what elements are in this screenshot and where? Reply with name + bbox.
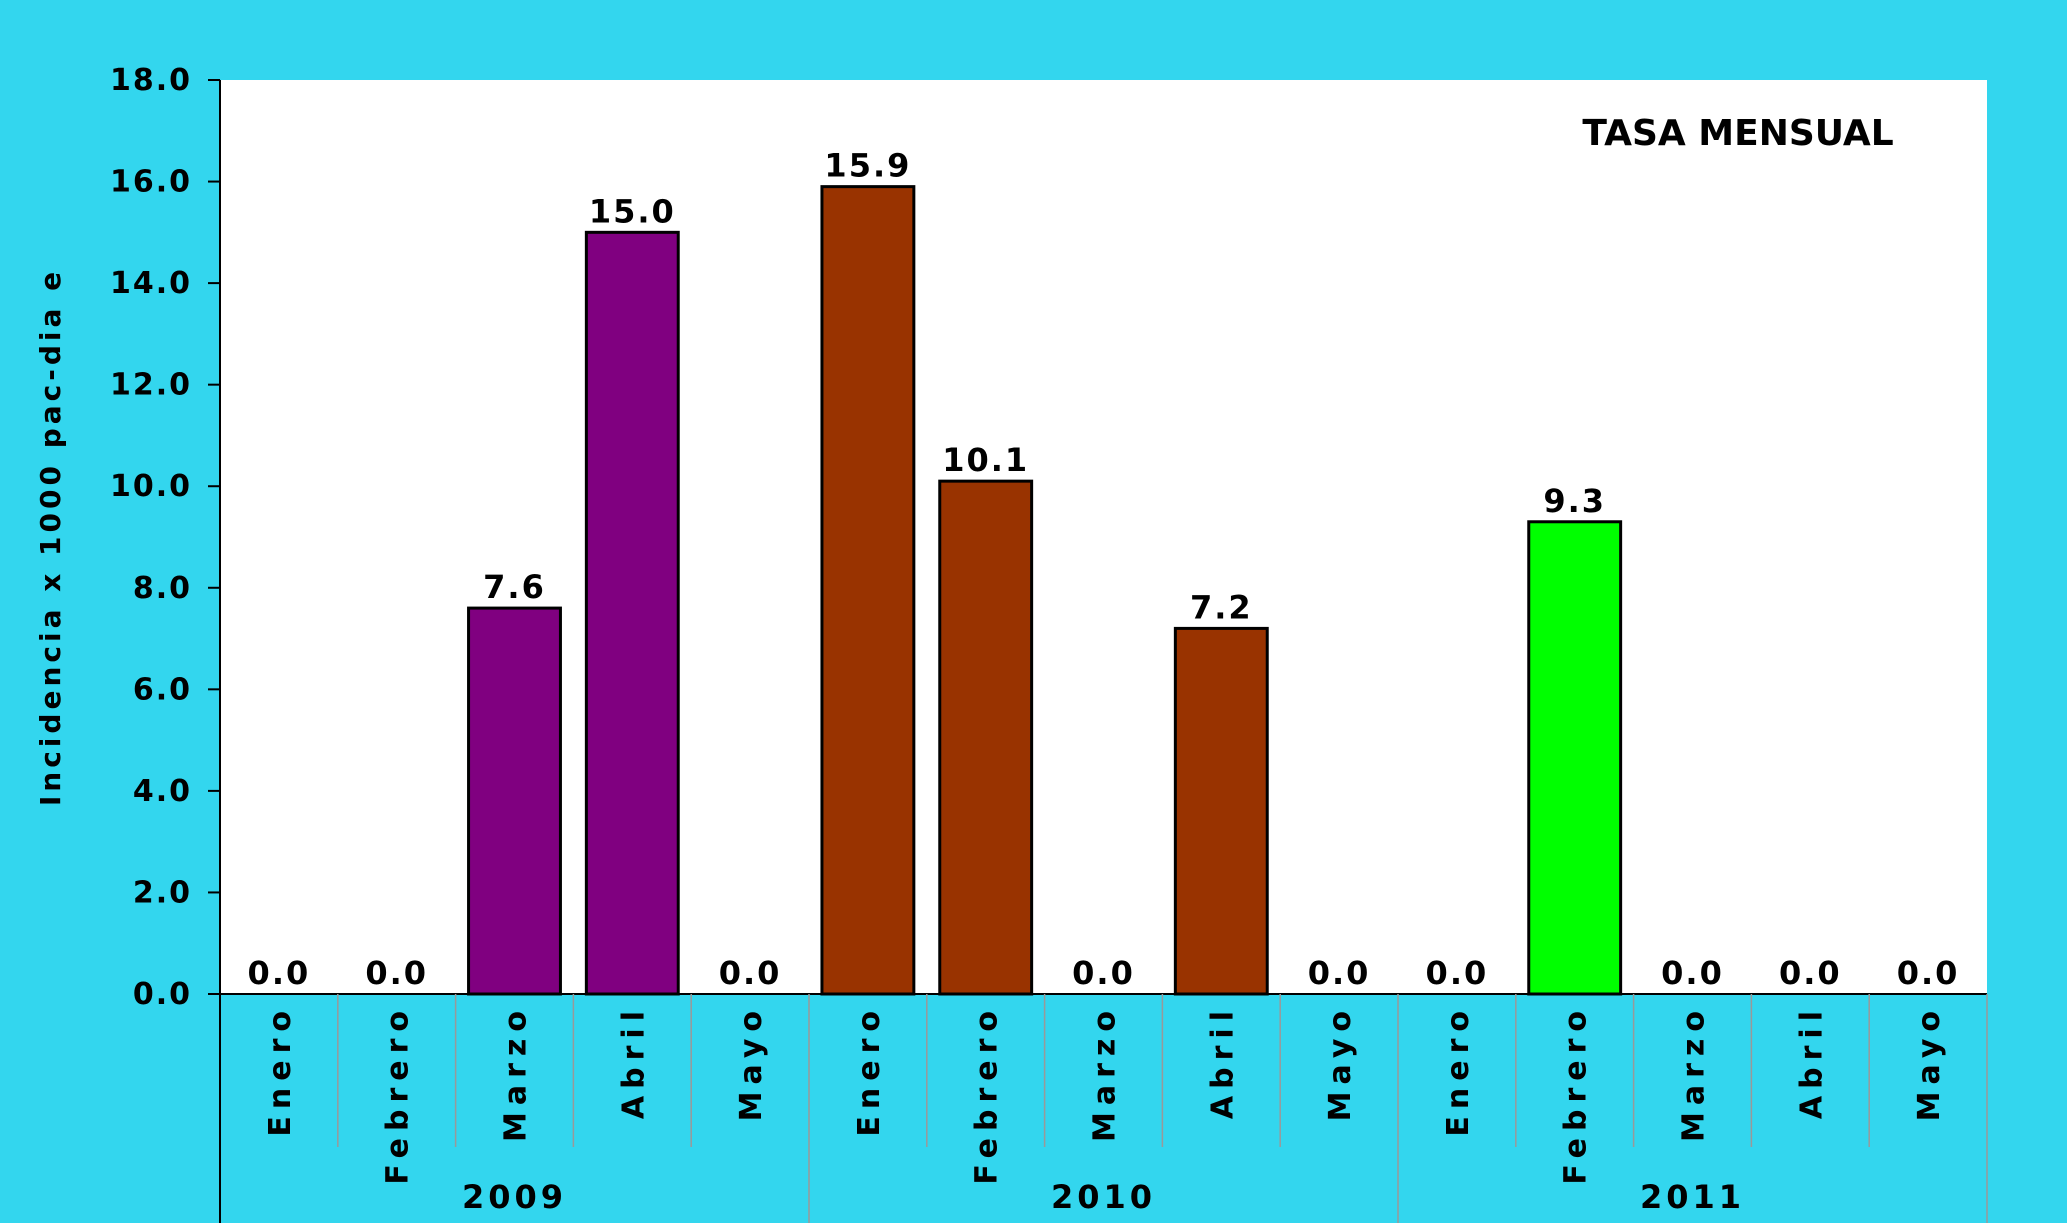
x-tick-label: Marzo (1677, 1004, 1712, 1142)
data-label: 0.0 (1308, 954, 1371, 992)
bar (1173, 626, 1269, 996)
data-label: 0.0 (1426, 954, 1489, 992)
data-label: 9.3 (1543, 482, 1606, 520)
x-tick-label: Abril (1205, 1004, 1240, 1119)
y-tick-label: 10.0 (110, 469, 192, 504)
bar (938, 479, 1034, 996)
x-tick-label: Marzo (1088, 1004, 1123, 1142)
group-label: 2010 (1051, 1178, 1156, 1216)
y-tick-label: 0.0 (133, 977, 192, 1012)
bar (1527, 520, 1623, 996)
y-tick-label: 8.0 (133, 571, 192, 606)
data-label: 0.0 (1779, 954, 1842, 992)
x-tick-label: Febrero (1559, 1004, 1594, 1185)
bar (467, 606, 562, 996)
data-label: 0.0 (1072, 954, 1135, 992)
x-tick-label: Mayo (1912, 1004, 1947, 1121)
data-label: 7.2 (1190, 588, 1253, 626)
data-label: 0.0 (248, 954, 311, 992)
y-tick-label: 12.0 (110, 368, 192, 403)
x-tick-label: Abril (616, 1004, 651, 1119)
data-label: 0.0 (719, 954, 782, 992)
y-tick-label: 2.0 (133, 875, 192, 910)
chart-title: TASA MENSUAL (1582, 113, 1893, 154)
y-tick-label: 18.0 (110, 63, 192, 98)
data-label: 10.1 (942, 441, 1029, 479)
data-label: 7.6 (483, 568, 546, 606)
x-tick-label: Marzo (499, 1004, 534, 1142)
x-tick-label: Enero (1441, 1004, 1476, 1137)
x-tick-label: Mayo (734, 1004, 769, 1121)
y-tick-label: 14.0 (110, 266, 192, 301)
x-tick-label: Abril (1794, 1004, 1829, 1119)
bar (820, 185, 916, 996)
data-label: 0.0 (365, 954, 428, 992)
x-tick-label: Mayo (1323, 1004, 1358, 1121)
data-label: 15.9 (824, 147, 911, 185)
y-tick-label: 6.0 (133, 672, 192, 707)
y-tick-label: 16.0 (110, 165, 192, 200)
x-tick-label: Enero (263, 1004, 298, 1137)
y-axis-label: Incidencia x 1000 pac-dia e (34, 268, 67, 806)
group-label: 2011 (1640, 1178, 1745, 1216)
data-label: 0.0 (1897, 954, 1960, 992)
x-tick-label: Febrero (970, 1004, 1005, 1185)
x-tick-label: Enero (852, 1004, 887, 1137)
data-label: 15.0 (589, 192, 676, 230)
y-tick-label: 4.0 (133, 774, 192, 809)
bar (584, 230, 680, 996)
group-label: 2009 (462, 1178, 567, 1216)
x-tick-label: Febrero (381, 1004, 416, 1185)
data-label: 0.0 (1661, 954, 1724, 992)
